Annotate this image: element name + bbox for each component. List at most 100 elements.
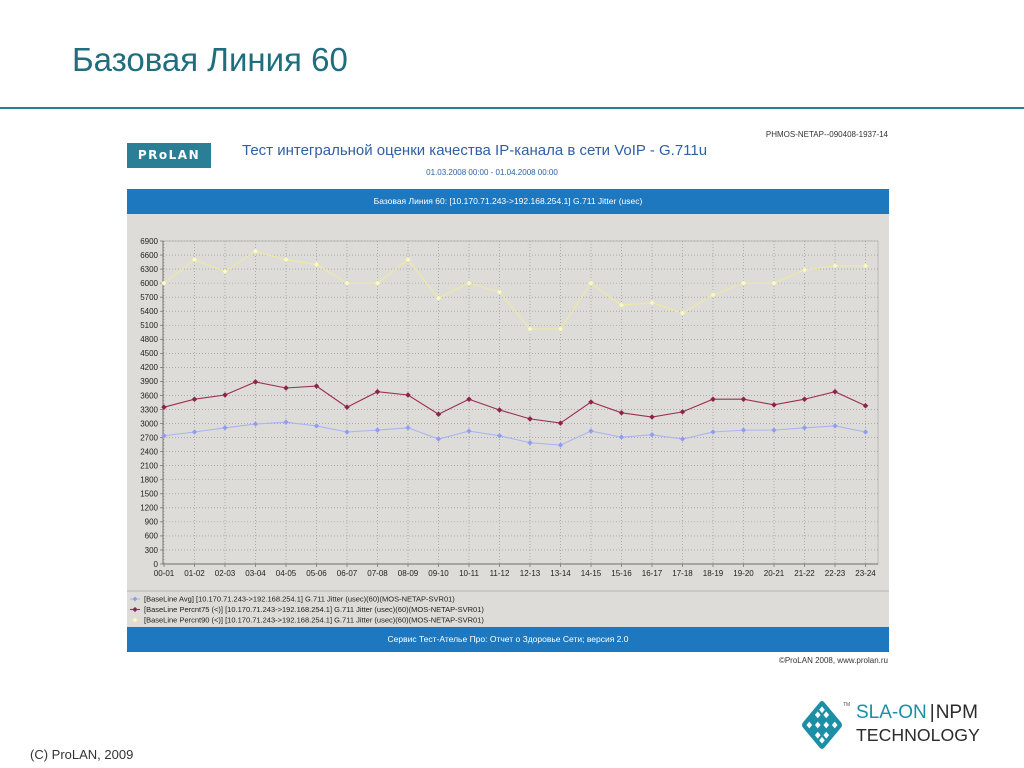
data-point-series-3 [588, 280, 594, 287]
data-point-series-2 [649, 414, 655, 420]
x-tick-label: 20-21 [764, 569, 785, 578]
data-point-series-2 [313, 383, 320, 389]
y-tick-label: 1200 [140, 504, 158, 513]
data-point-series-3 [801, 267, 808, 273]
y-tick-label: 6300 [140, 265, 158, 274]
data-point-series-1 [374, 427, 381, 434]
x-tick-label: 17-18 [672, 569, 693, 578]
x-tick-label: 03-04 [245, 569, 266, 578]
data-point-series-2 [435, 411, 442, 418]
data-point-series-2 [222, 392, 228, 398]
data-point-series-1 [222, 424, 228, 431]
data-point-series-2 [557, 420, 564, 426]
data-point-series-2 [252, 379, 259, 385]
data-point-series-1 [496, 432, 503, 439]
y-tick-label: 5100 [140, 321, 158, 330]
y-tick-label: 600 [145, 532, 159, 541]
legend-marker-3 [132, 617, 138, 623]
x-tick-label: 16-17 [642, 569, 663, 578]
x-tick-label: 13-14 [550, 569, 571, 578]
x-tick-label: 05-06 [306, 569, 327, 578]
report-id: PHMOS-NETAP--090408-1937-14 [765, 130, 888, 139]
report-period: 01.03.2008 00:00 - 01.04.2008 00:00 [426, 168, 558, 177]
x-tick-label: 00-01 [154, 569, 175, 578]
data-point-series-1 [527, 439, 533, 446]
slide-copyright: (C) ProLAN, 2009 [30, 747, 134, 762]
data-point-series-1 [862, 429, 869, 435]
data-point-series-3 [832, 262, 838, 269]
data-point-series-3 [527, 326, 533, 332]
data-point-series-3 [405, 256, 411, 263]
data-point-series-3 [222, 268, 228, 275]
legend-marker-1 [132, 596, 138, 602]
data-point-series-3 [313, 261, 320, 268]
plot-area [162, 240, 879, 565]
slide-title: Базовая Линия 60 [72, 41, 348, 78]
data-point-series-2 [161, 404, 167, 411]
series-line-1 [163, 421, 866, 446]
data-point-series-2 [527, 416, 533, 422]
data-point-series-1 [740, 427, 747, 434]
legend-label-3: [BaseLine Percnt90 (<)] [10.170.71.243->… [144, 616, 484, 625]
data-point-series-1 [435, 436, 442, 442]
y-tick-label: 900 [145, 518, 159, 527]
data-point-series-2 [588, 399, 594, 405]
series-line-3 [163, 250, 866, 330]
data-point-series-2 [832, 388, 838, 395]
data-point-series-3 [161, 280, 167, 287]
data-point-series-1 [649, 431, 655, 438]
data-point-series-1 [710, 429, 716, 435]
data-point-series-2 [862, 402, 869, 409]
data-point-series-1 [588, 428, 594, 434]
data-point-series-1 [466, 428, 472, 434]
data-point-series-1 [161, 432, 167, 439]
x-tick-label: 10-11 [459, 569, 479, 578]
data-point-series-3 [679, 310, 686, 316]
x-tick-label: 11-12 [490, 569, 510, 578]
brand-sla-on: SLA-ON [856, 702, 927, 723]
y-tick-label: 3000 [140, 419, 158, 428]
y-tick-label: 3900 [140, 377, 158, 386]
data-point-series-3 [344, 280, 350, 287]
brand-technology: TECHNOLOGY [856, 725, 980, 745]
y-tick-label: 5400 [140, 307, 158, 316]
data-point-series-2 [374, 388, 381, 395]
data-point-series-3 [283, 256, 289, 263]
title-divider [0, 107, 1024, 109]
data-point-series-3 [649, 299, 655, 306]
y-tick-label: 1800 [140, 476, 158, 485]
data-point-series-2 [801, 396, 808, 403]
x-tick-label: 08-09 [398, 569, 419, 578]
data-point-series-1 [252, 421, 259, 427]
data-point-series-2 [771, 401, 777, 408]
line-chart: 0 300 600 900 1200 1500 1800 2100 2400 2700 3000 33… [127, 237, 889, 625]
legend-label-2: [BaseLine Percnt75 (<)] [10.170.71.243->… [144, 605, 484, 614]
y-tick-label: 2100 [140, 461, 158, 470]
data-point-series-1 [191, 429, 198, 435]
data-point-series-3 [435, 295, 442, 301]
y-tick-label: 3300 [140, 405, 158, 414]
data-point-series-1 [557, 442, 564, 448]
data-point-series-2 [679, 408, 686, 415]
y-tick-label: 4500 [140, 349, 158, 358]
data-point-series-2 [740, 396, 747, 403]
brand-separator: | [929, 702, 935, 723]
x-tick-label: 02-03 [215, 569, 236, 578]
report-copyright: ©ProLAN 2008, www.prolan.ru [778, 656, 888, 665]
data-point-series-3 [618, 302, 625, 309]
sla-on-logo-icon [802, 701, 842, 749]
data-point-series-3 [710, 291, 716, 298]
data-point-series-1 [313, 423, 320, 429]
data-point-series-3 [740, 280, 747, 287]
y-tick-label: 2700 [140, 433, 158, 442]
legend-marker-2 [132, 606, 138, 613]
x-tick-label: 14-15 [581, 569, 602, 578]
report-panel: PRoLAN Тест интегральной оценки качества… [127, 125, 889, 668]
y-tick-label: 3600 [140, 391, 158, 400]
data-point-series-1 [832, 423, 838, 429]
data-point-series-1 [283, 419, 289, 426]
y-tick-label: 300 [145, 546, 159, 555]
trademark-mark: TM [843, 702, 851, 708]
x-tick-label: 19-20 [733, 569, 754, 578]
brand-wordmark: SLA-ON | NPM [856, 702, 978, 724]
